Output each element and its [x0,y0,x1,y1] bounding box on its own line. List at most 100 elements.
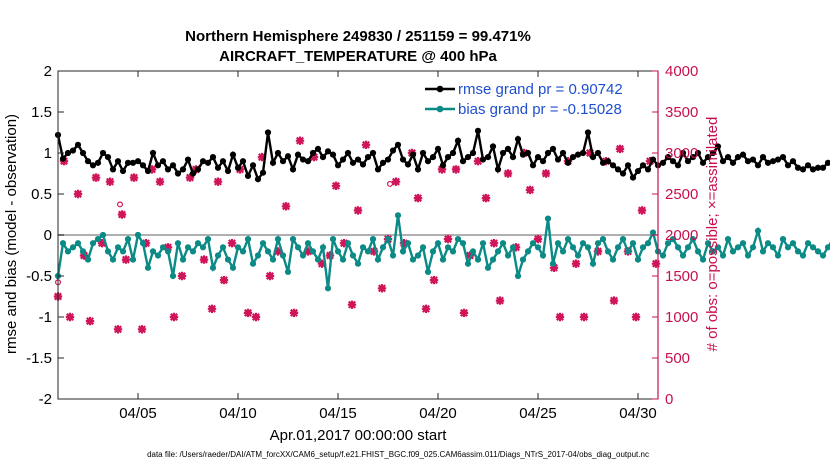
bias-point [334,248,342,255]
y2-tick-label: 1500 [665,268,698,285]
bias-point [459,240,467,247]
y-axis-label: rmse and bias (model - observation) [3,114,20,354]
rmse-point [504,145,512,152]
obs-possible-marker [387,180,394,187]
bias-point [739,240,747,247]
bias-point [244,236,252,243]
y2-axis-label: # of obs: o=possible; ×=assimilated [704,117,721,352]
rmse-point [774,156,782,163]
rmse-point [459,158,467,165]
rmse-point [299,156,307,163]
rmse-point [564,159,572,166]
y-tick-label: 0.5 [31,186,52,203]
y-tick-label: 1.5 [31,104,52,121]
obs-assimilated-marker [353,206,363,215]
bias-point [294,244,302,251]
y2-tick-label: 0 [665,391,673,408]
rmse-point [149,149,157,157]
rmse-point [479,156,487,163]
legend-rmse-marker [436,85,444,93]
rmse-point [824,159,830,166]
rmse-point [674,162,682,169]
bias-point [289,236,297,243]
obs-assimilated-marker [219,275,229,285]
bias-point [474,256,482,263]
obs-assimilated-marker [213,177,223,186]
bias-point [449,248,457,255]
bias-point [364,248,372,255]
bias-point [694,248,702,255]
obs-assimilated-marker [443,234,453,244]
rmse-point [749,156,757,163]
rmse-point [339,156,347,163]
obs-assimilated-marker [85,316,95,326]
bias-point [504,252,512,259]
rmse-point [549,145,557,152]
bias-point [379,244,387,251]
rmse-point [754,162,762,169]
bias-point [664,240,672,247]
obs-assimilated-marker [199,255,209,264]
rmse-point [274,149,282,157]
rmse-point [324,148,332,155]
rmse-point [174,170,182,177]
rmse-point [224,167,232,175]
bias-point [329,236,337,243]
y-tick-label: -1 [39,309,52,326]
legend-bias-marker [436,105,444,113]
bias-point [279,252,287,259]
obs-assimilated-marker [91,173,101,182]
bias-point [624,248,632,255]
rmse-point [89,162,97,169]
bias-point [659,252,667,259]
bias-point [104,248,112,255]
legend-rmse-label: rmse grand pr = 0.90742 [458,81,623,98]
bias-point [389,252,397,259]
rmse-point [814,164,822,171]
rmse-point [229,151,237,158]
bias-point [729,248,737,255]
rmse-point [724,154,732,161]
obs-assimilated-marker [207,304,217,313]
bias-point [639,244,647,251]
bias-point [674,244,682,251]
bias-point [629,240,637,247]
obs-assimilated-marker [177,271,187,281]
obs-assimilated-marker [473,157,483,166]
bias-point [89,240,97,247]
bias-point [734,244,742,251]
rmse-point [344,149,352,157]
rmse-point [104,154,112,161]
rmse-point [159,158,167,165]
bias-point [779,236,787,243]
chart-title: Northern Hemisphere 249830 / 251159 = 99… [185,28,531,45]
bias-point [789,240,797,247]
bias-point [544,215,552,222]
obs-assimilated-marker [571,259,581,268]
bias-point [404,240,412,247]
rmse-point [484,154,492,161]
bias-point [719,252,727,259]
y2-tick-label: 500 [665,350,690,367]
rmse-point [379,159,387,166]
bias-point [599,236,607,243]
bias-point [209,264,217,271]
obs-assimilated-marker [317,259,327,268]
obs-assimilated-marker [615,144,625,154]
rmse-point [729,159,737,166]
rmse-point [79,149,87,157]
bias-point [154,252,162,259]
rmse-point [219,158,227,165]
rmse-point [349,159,357,166]
rmse-point [399,156,407,163]
rmse-point [204,159,212,166]
bias-point [619,236,627,243]
x-tick-label: 04/10 [219,405,257,422]
rmse-point [369,149,377,157]
rmse-point [664,154,672,161]
bias-point [569,244,577,251]
bias-point [804,240,812,247]
obs-assimilated-marker [481,193,491,203]
rmse-point [384,156,392,163]
